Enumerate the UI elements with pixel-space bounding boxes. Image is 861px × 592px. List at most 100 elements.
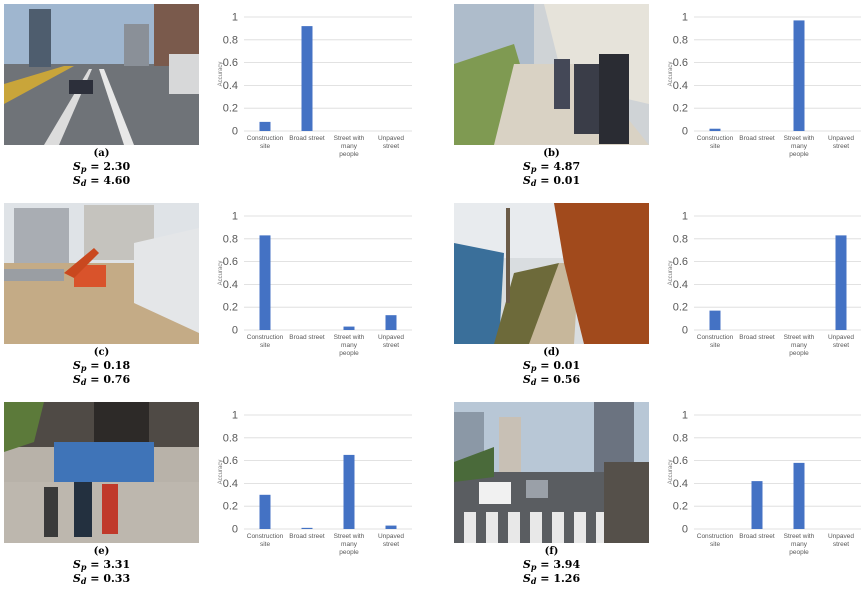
x-tick-label: Broad street bbox=[289, 533, 325, 540]
accuracy-bar-chart: Accuracy 0 0.2 0.4 0.6 0.8 1 Construction site Br… bbox=[212, 0, 422, 175]
x-tick-label: Unpaved street bbox=[828, 334, 854, 349]
y-tick-label: 0.6 bbox=[223, 57, 238, 69]
x-tick-label: Construction site bbox=[697, 533, 734, 548]
y-tick-label: 0.2 bbox=[673, 501, 688, 513]
x-tick-label: Street with many people bbox=[334, 533, 365, 556]
y-tick-label: 0.2 bbox=[673, 103, 688, 115]
bar-1 bbox=[301, 26, 313, 131]
scene-photo bbox=[4, 203, 199, 344]
panel-label: (d) bbox=[543, 347, 560, 358]
accuracy-bar-chart: Accuracy 0 0.2 0.4 0.6 0.8 1 Construction site Br… bbox=[212, 199, 422, 374]
bar-0 bbox=[259, 235, 271, 330]
panel-label: (a) bbox=[93, 148, 110, 159]
sd-value: Sd = 4.60 bbox=[72, 174, 131, 188]
x-tick-label: Broad street bbox=[739, 135, 775, 142]
panel-label: (c) bbox=[93, 347, 110, 358]
y-axis-label: Accuracy bbox=[218, 460, 224, 485]
x-tick-label: Construction site bbox=[697, 135, 734, 150]
x-tick-label: Construction site bbox=[247, 135, 284, 150]
scene-photo bbox=[4, 402, 199, 543]
y-tick-label: 0.4 bbox=[223, 279, 238, 291]
panel-label: (b) bbox=[543, 148, 560, 159]
y-tick-label: 1 bbox=[682, 12, 688, 24]
x-tick-label: Construction site bbox=[247, 533, 284, 548]
x-tick-label: Broad street bbox=[739, 334, 775, 341]
y-axis-label: Accuracy bbox=[668, 261, 674, 286]
bar-0 bbox=[709, 310, 721, 330]
x-tick-label: Broad street bbox=[289, 334, 325, 341]
y-axis-label: Accuracy bbox=[218, 261, 224, 286]
scene-photo bbox=[454, 402, 649, 543]
bar-2 bbox=[793, 462, 805, 529]
y-tick-label: 1 bbox=[232, 410, 238, 422]
bar-3 bbox=[835, 235, 847, 330]
sd-value: Sd = 0.01 bbox=[522, 174, 581, 188]
sp-value: Sp = 0.18 bbox=[72, 359, 131, 373]
x-tick-label: Street with many people bbox=[334, 334, 365, 357]
y-tick-label: 0 bbox=[232, 524, 238, 536]
panel-c: (c) Sp = 0.18 Sd = 0.76 Accuracy 0 0.2 0.4 0.6 0… bbox=[0, 199, 430, 393]
bar-2 bbox=[793, 20, 805, 132]
y-tick-label: 0 bbox=[682, 325, 688, 337]
y-tick-label: 1 bbox=[232, 211, 238, 223]
x-tick-label: Street with many people bbox=[784, 135, 815, 158]
y-axis-label: Accuracy bbox=[218, 62, 224, 87]
sd-value: Sd = 1.26 bbox=[522, 572, 581, 586]
sd-value: Sd = 0.76 bbox=[72, 373, 131, 387]
x-tick-label: Street with many people bbox=[784, 334, 815, 357]
bar-3 bbox=[385, 315, 397, 330]
y-tick-label: 0.6 bbox=[223, 455, 238, 467]
x-tick-label: Construction site bbox=[697, 334, 734, 349]
panel-a: (a) Sp = 2.30 Sd = 4.60 Accuracy 0 0.2 0.4 0.6 0… bbox=[0, 0, 430, 194]
y-tick-label: 0.2 bbox=[223, 501, 238, 513]
sd-value: Sd = 0.56 bbox=[522, 373, 581, 387]
panel-label: (e) bbox=[93, 546, 110, 557]
y-axis-label: Accuracy bbox=[668, 460, 674, 485]
y-tick-label: 1 bbox=[682, 211, 688, 223]
sp-value: Sp = 3.94 bbox=[522, 558, 581, 572]
sp-value: Sp = 0.01 bbox=[522, 359, 581, 373]
accuracy-bar-chart: Accuracy 0 0.2 0.4 0.6 0.8 1 Construction site Br… bbox=[662, 398, 861, 573]
y-tick-label: 0.6 bbox=[673, 57, 688, 69]
bar-2 bbox=[343, 454, 355, 529]
y-tick-label: 0.6 bbox=[673, 256, 688, 268]
y-tick-label: 0.6 bbox=[223, 256, 238, 268]
y-tick-label: 0.4 bbox=[223, 478, 238, 490]
y-tick-label: 0 bbox=[682, 524, 688, 536]
y-tick-label: 0.8 bbox=[673, 233, 688, 245]
panel-b: (b) Sp = 4.87 Sd = 0.01 Accuracy 0 0.2 0.4 0.6 0… bbox=[450, 0, 861, 194]
panel-label: (f) bbox=[544, 546, 559, 557]
y-tick-label: 0 bbox=[682, 126, 688, 138]
y-tick-label: 0.4 bbox=[673, 80, 688, 92]
y-tick-label: 0 bbox=[232, 325, 238, 337]
x-tick-label: Unpaved street bbox=[378, 533, 404, 548]
y-tick-label: 1 bbox=[232, 12, 238, 24]
x-tick-label: Broad street bbox=[739, 533, 775, 540]
y-tick-label: 0.6 bbox=[673, 455, 688, 467]
sp-value: Sp = 4.87 bbox=[522, 160, 581, 174]
scene-photo bbox=[454, 4, 649, 145]
bar-0 bbox=[259, 494, 271, 529]
panel-e: (e) Sp = 3.31 Sd = 0.33 Accuracy 0 0.2 0.4 0.6 0… bbox=[0, 398, 430, 592]
y-tick-label: 0.4 bbox=[223, 80, 238, 92]
x-tick-label: Street with many people bbox=[334, 135, 365, 158]
x-tick-label: Unpaved street bbox=[828, 135, 854, 150]
scene-photo bbox=[454, 203, 649, 344]
bar-1 bbox=[751, 481, 763, 529]
x-tick-label: Unpaved street bbox=[378, 334, 404, 349]
y-tick-label: 0.4 bbox=[673, 478, 688, 490]
panel-f: (f) Sp = 3.94 Sd = 1.26 Accuracy 0 0.2 0.4 0.6 0… bbox=[450, 398, 861, 592]
y-tick-label: 0.8 bbox=[673, 34, 688, 46]
x-tick-label: Unpaved street bbox=[378, 135, 404, 150]
bar-2 bbox=[343, 326, 355, 330]
y-tick-label: 0.4 bbox=[673, 279, 688, 291]
bar-3 bbox=[385, 525, 397, 529]
y-axis-label: Accuracy bbox=[668, 62, 674, 87]
accuracy-bar-chart: Accuracy 0 0.2 0.4 0.6 0.8 1 Construction site Br… bbox=[662, 0, 861, 175]
x-tick-label: Construction site bbox=[247, 334, 284, 349]
y-tick-label: 0 bbox=[232, 126, 238, 138]
panel-d: (d) Sp = 0.01 Sd = 0.56 Accuracy 0 0.2 0.4 0.6 0… bbox=[450, 199, 861, 393]
accuracy-bar-chart: Accuracy 0 0.2 0.4 0.6 0.8 1 Construction site Br… bbox=[662, 199, 861, 374]
x-tick-label: Unpaved street bbox=[828, 533, 854, 548]
x-tick-label: Street with many people bbox=[784, 533, 815, 556]
